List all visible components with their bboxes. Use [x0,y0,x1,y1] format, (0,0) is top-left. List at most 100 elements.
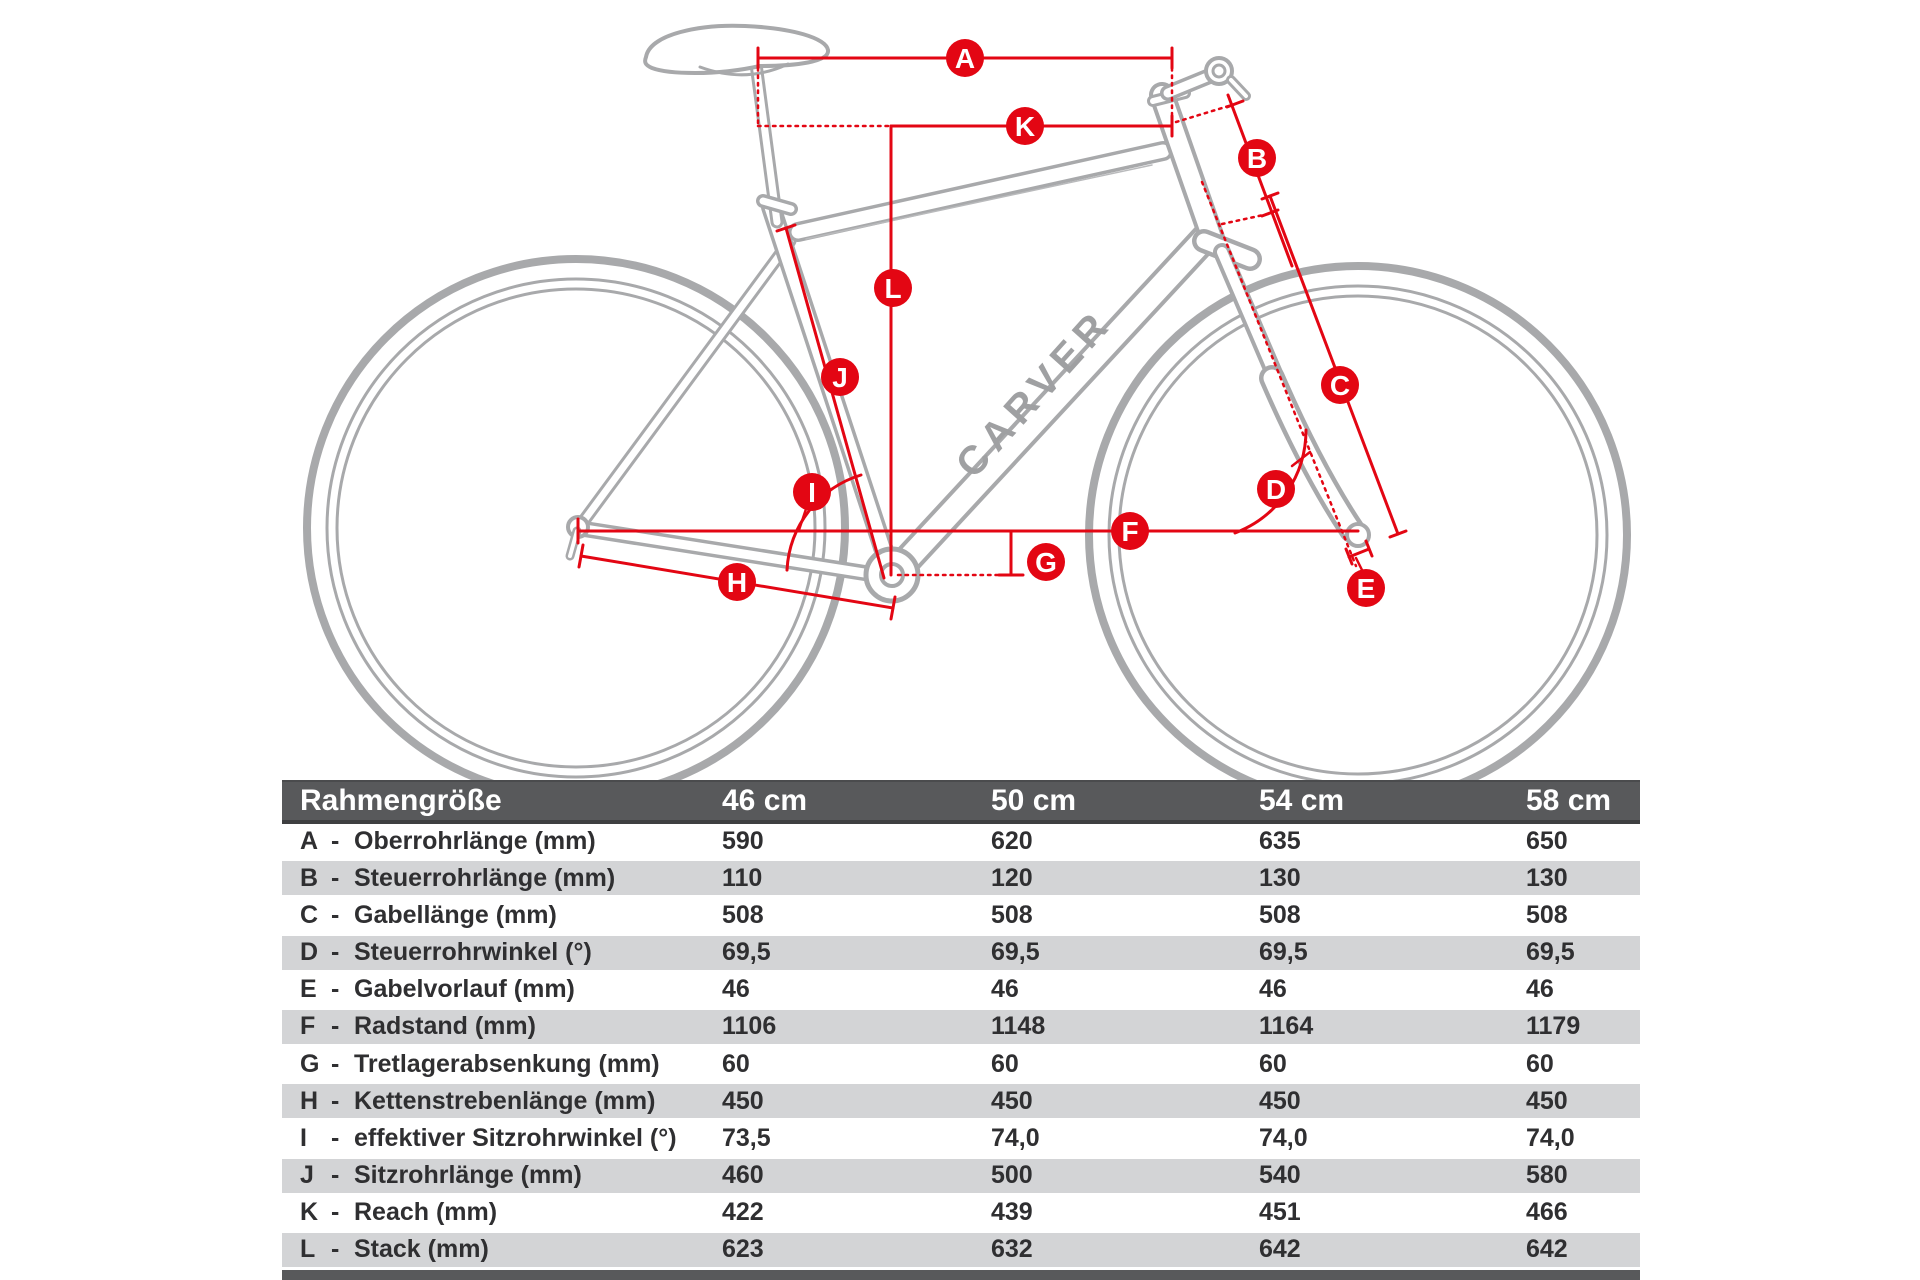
row-key: F [300,1012,316,1041]
svg-text:B: B [1247,143,1267,174]
cell-value: 650 [1526,826,1568,855]
cell-value: 450 [991,1086,1033,1115]
row-label: Kettenstrebenlänge (mm) [354,1086,656,1115]
row-label: Radstand (mm) [354,1012,536,1041]
table-row: D - Steuerrohrwinkel (°) 69,5 69,5 69,5 69… [282,933,1640,973]
row-separator: - [331,900,340,929]
row-key: H [300,1086,319,1115]
cell-value: 60 [722,1049,750,1078]
table-row: A - Oberrohrlänge (mm) 590 620 635 650 [282,824,1640,858]
badge-k: K [1006,107,1044,145]
geometry-table-body: A - Oberrohrlänge (mm) 590 620 635 650 B-S… [282,824,1640,1270]
table-row: H - Kettenstrebenlänge (mm) 450 450 450 45… [282,1081,1640,1121]
badge-c: C [1321,366,1359,404]
cell-value: 451 [1259,1198,1301,1227]
cell-value: 450 [722,1086,764,1115]
saddle [643,23,830,77]
svg-text:I: I [808,477,816,508]
row-key: K [300,1198,319,1227]
dimension-badges: A K B L J C I D F G H E [718,39,1385,607]
row-label: Reach (mm) [354,1198,498,1227]
cell-value: 69,5 [1259,938,1308,967]
row-label: Gabellänge (mm) [354,900,557,929]
row-label: Sitzrohrlänge (mm) [354,1161,582,1190]
table-row: J - Sitzrohrlänge (mm) 460 500 540 580 [282,1156,1640,1196]
cell-value: 46 [1526,975,1554,1004]
cell-value: 69,5 [1526,938,1575,967]
handlebar-icon [1204,56,1251,101]
cell-value: 642 [1526,1235,1568,1264]
column-header-58cm: 58 cm [1526,784,1612,817]
cell-value: 46 [1259,975,1287,1004]
row-key: D [300,938,319,967]
column-header-46cm: 46 cm [722,784,808,817]
table-row: K - Reach (mm) 422 439 451 466 [282,1196,1640,1230]
cell-value: 450 [1526,1086,1568,1115]
row-label: Gabelvorlauf (mm) [354,975,575,1004]
cell-value: 130 [1259,863,1301,892]
row-key: E [300,975,317,1004]
cell-value: 60 [991,1049,1019,1078]
row-separator: - [331,863,340,892]
cell-value: 590 [722,826,764,855]
row-key: L [300,1235,316,1264]
cell-value: 130 [1526,863,1568,892]
bike-frame: CARVER [565,23,1371,604]
cell-value: 120 [991,863,1033,892]
badge-a: A [946,39,984,77]
svg-text:F: F [1121,516,1138,547]
cell-value: 580 [1526,1161,1568,1190]
badge-h: H [718,563,756,601]
row-label: effektiver Sitzrohrwinkel (°) [354,1123,677,1152]
row-separator: - [331,938,340,967]
table-row: E - Gabelvorlauf (mm) 46 46 46 46 [282,973,1640,1007]
row-label: Oberrohrlänge (mm) [354,826,596,855]
badge-e: E [1347,569,1385,607]
row-key: C [300,900,319,929]
row-separator: - [331,1123,340,1152]
cell-value: 466 [1526,1198,1568,1227]
table-row: L - Stack (mm) 623 632 642 642 [282,1230,1640,1270]
dimension-lines [576,46,1408,621]
svg-text:K: K [1015,111,1035,142]
cell-value: 110 [722,863,763,892]
svg-text:J: J [832,362,848,393]
cell-value: 508 [991,900,1033,929]
svg-text:H: H [727,567,747,598]
cell-value: 74,0 [1259,1123,1308,1152]
geometry-table-header: Rahmengröße 46 cm 50 cm 54 cm 58 cm [282,780,1640,824]
row-key: J [300,1161,314,1190]
table-row: G - Tretlagerabsenkung (mm) 60 60 60 60 [282,1047,1640,1081]
row-label: Steuerrohrwinkel (°) [354,938,592,967]
row-separator: - [331,1086,340,1115]
row-key: B [300,863,319,892]
badge-g: G [1027,543,1065,581]
row-separator: - [331,826,340,855]
cell-value: 642 [1259,1235,1301,1264]
row-separator: - [331,975,340,1004]
row-label: Stack (mm) [354,1235,489,1264]
svg-text:C: C [1330,370,1350,401]
cell-value: 46 [991,975,1019,1004]
row-separator: - [331,1012,340,1041]
cell-value: 422 [722,1198,764,1227]
cell-value: 73,5 [722,1123,771,1152]
badge-j: J [821,358,859,396]
cell-value: 620 [991,826,1033,855]
svg-text:A: A [955,43,975,74]
cell-value: 540 [1259,1161,1301,1190]
badge-f: F [1111,512,1149,550]
column-header-50cm: 50 cm [991,784,1077,817]
table-row: B - Steuerrohrlänge (mm) 110 120 130 130 [282,858,1640,898]
column-header-54cm: 54 cm [1259,784,1345,817]
geometry-table: Rahmengröße 46 cm 50 cm 54 cm 58 cm A - Ob… [282,780,1640,1280]
cell-value: 74,0 [1526,1123,1575,1152]
table-bottom-bar [282,1270,1640,1280]
cell-value: 74,0 [991,1123,1040,1152]
cell-value: 1148 [991,1012,1046,1041]
column-header-framesize: Rahmengröße [300,784,502,817]
cell-value: 508 [722,900,764,929]
cell-value: 1106 [722,1012,777,1041]
svg-text:G: G [1035,547,1057,578]
cell-value: 439 [991,1198,1033,1227]
